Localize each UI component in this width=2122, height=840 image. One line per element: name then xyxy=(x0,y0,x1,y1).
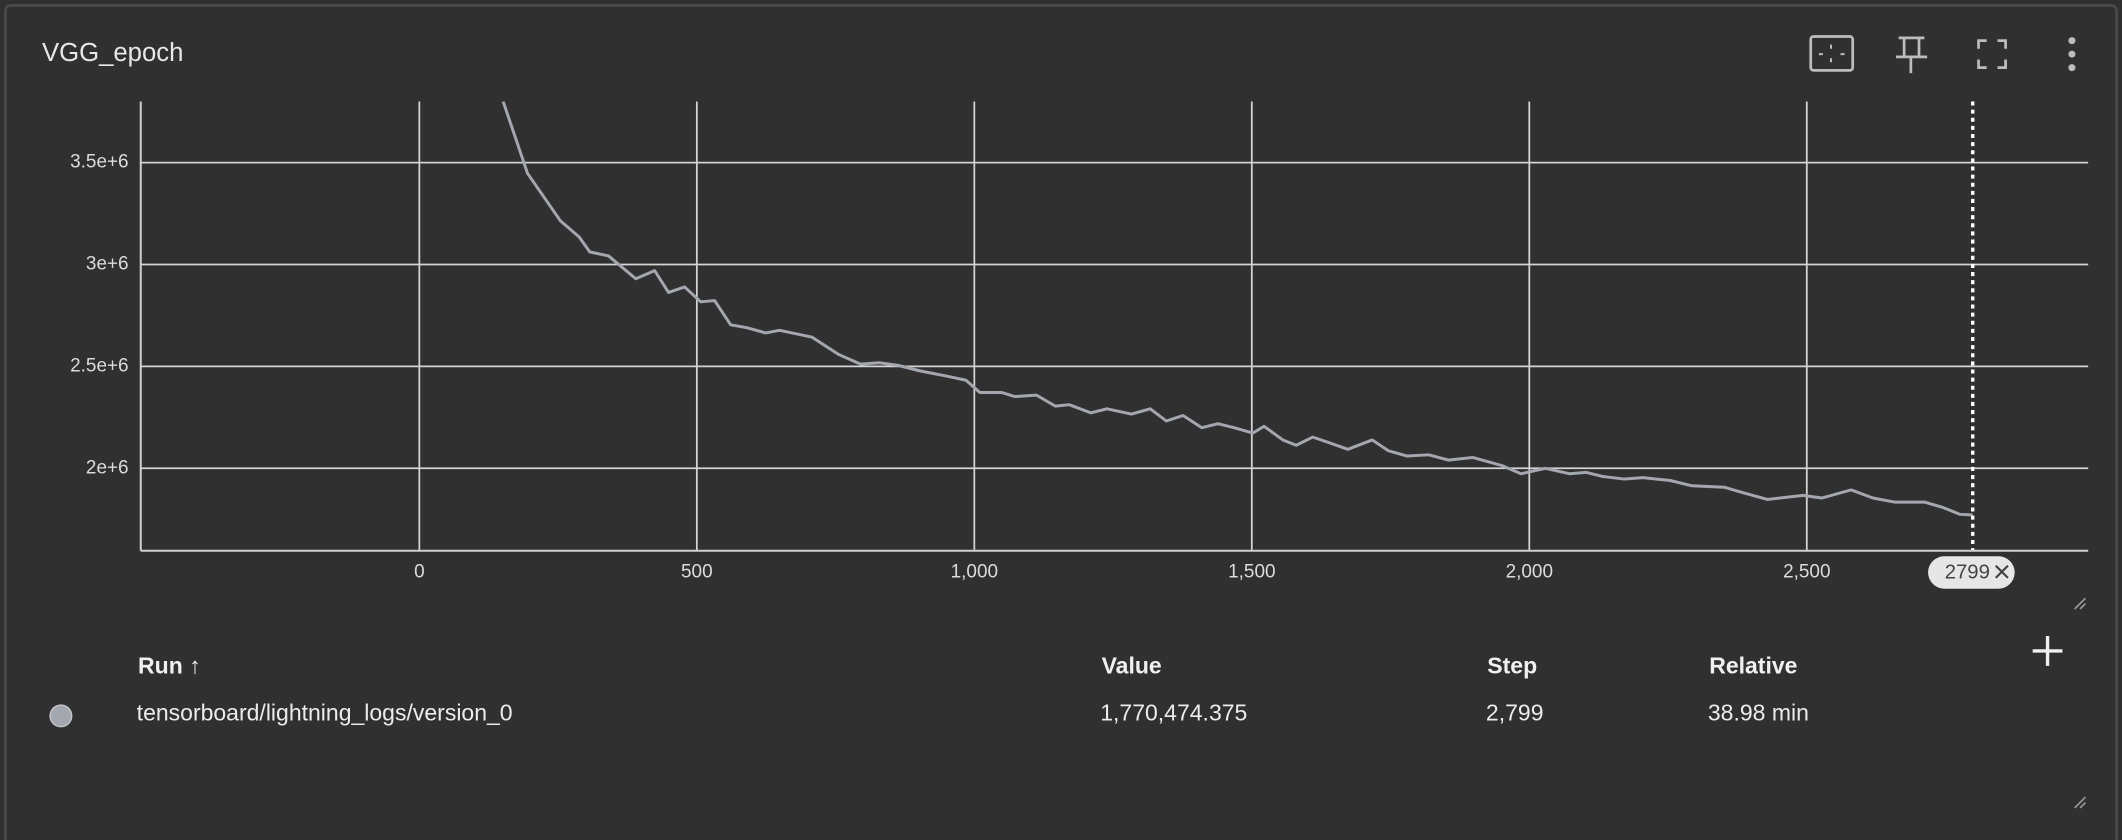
x-tick-label: 0 xyxy=(414,561,425,582)
card-title: VGG_epoch xyxy=(42,39,183,67)
run-color-dot xyxy=(49,704,73,728)
plot-area xyxy=(501,101,1973,517)
resize-handle[interactable] xyxy=(2074,796,2087,809)
column-header[interactable]: Run ↑ xyxy=(138,652,201,678)
line-series xyxy=(501,101,1973,517)
card-border xyxy=(4,4,2118,840)
x-tick-label: 2,500 xyxy=(1783,561,1830,582)
fit-domain-button[interactable] xyxy=(1809,35,1855,72)
resize-handle[interactable] xyxy=(2074,597,2087,610)
table-cell: 2,799 xyxy=(1486,700,1544,726)
x-tick-label: 1,500 xyxy=(1228,561,1275,582)
fullscreen-button[interactable] xyxy=(1977,39,2007,70)
column-header[interactable]: Value xyxy=(1102,652,1162,678)
table-cell: 38.98 min xyxy=(1708,700,1809,726)
column-header[interactable]: Step xyxy=(1487,652,1537,678)
y-tick-label: 3.5e+6 xyxy=(70,152,128,173)
cursor-close[interactable] xyxy=(1994,564,2009,579)
x-tick-label: 2,000 xyxy=(1506,561,1553,582)
table-cell: 1,770,474.375 xyxy=(1100,700,1247,726)
pin-button[interactable] xyxy=(1895,36,1928,74)
cursor-badge-bg xyxy=(1928,556,2015,589)
cursor-badge[interactable]: 2799 xyxy=(1928,556,2015,589)
x-tick-label: 1,000 xyxy=(951,561,998,582)
add-column-button[interactable] xyxy=(2032,636,2063,666)
y-tick-label: 2.5e+6 xyxy=(70,355,128,376)
x-tick-label: 500 xyxy=(681,561,713,582)
cursor-step-label: 2799 xyxy=(1945,561,1990,583)
column-header[interactable]: Relative xyxy=(1709,652,1797,678)
more-menu-button[interactable] xyxy=(2068,37,2076,72)
y-tick-label: 2e+6 xyxy=(86,457,129,478)
table-cell: tensorboard/lightning_logs/version_0 xyxy=(137,700,513,726)
y-tick-label: 3e+6 xyxy=(86,254,129,275)
